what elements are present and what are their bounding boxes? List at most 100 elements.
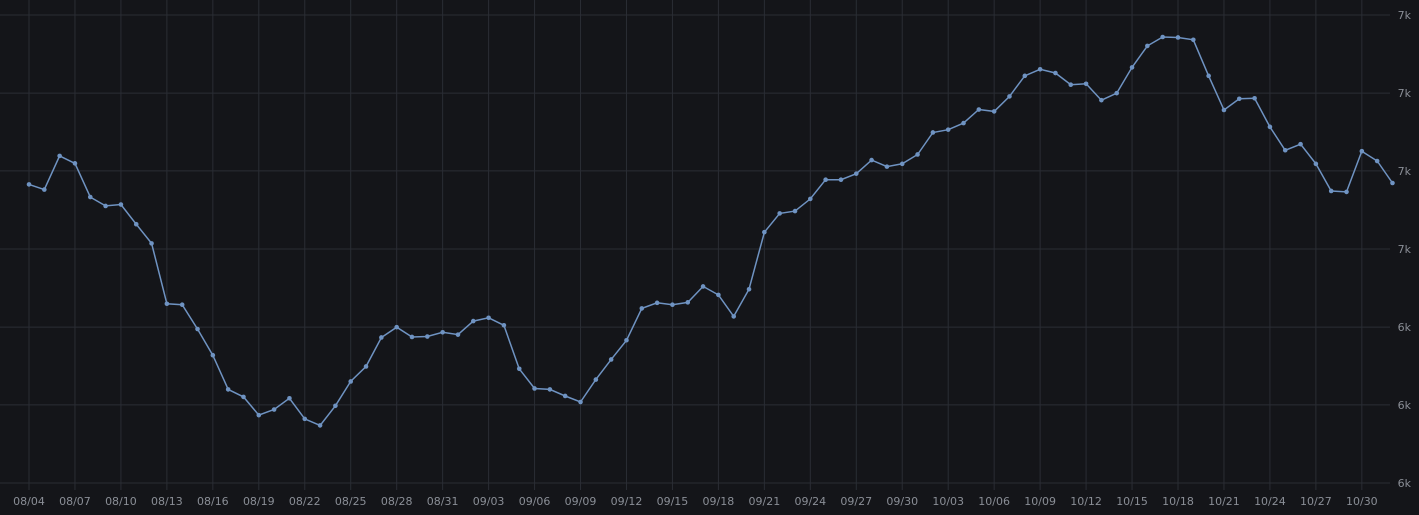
data-point: [869, 157, 874, 163]
data-point: [1053, 70, 1058, 76]
data-point: [1236, 96, 1242, 102]
data-point: [179, 302, 185, 307]
x-tick-label: 08/22: [289, 495, 321, 508]
data-point: [470, 318, 476, 324]
data-point: [976, 107, 982, 112]
x-tick-label: 10/15: [1116, 495, 1148, 508]
y-axis-tick-labels: 7k 7k 7k 7k 6k 6k 6k: [1398, 9, 1412, 490]
data-point: [409, 334, 415, 340]
data-point: [1160, 34, 1165, 40]
x-tick-label: 10/03: [932, 495, 964, 508]
data-point: [731, 314, 737, 319]
data-point: [808, 196, 813, 202]
y-tick-label: 7k: [1398, 243, 1412, 256]
data-point: [1313, 161, 1319, 167]
x-tick-label: 08/19: [243, 495, 275, 508]
data-point: [823, 177, 828, 183]
data-point: [455, 332, 461, 337]
data-point: [792, 208, 798, 214]
data-point: [578, 399, 583, 405]
data-point: [1282, 147, 1288, 153]
data-point: [991, 109, 997, 114]
data-point: [562, 393, 568, 399]
data-point: [1328, 188, 1334, 194]
data-point: [440, 330, 445, 335]
x-tick-label: 08/31: [427, 495, 459, 508]
data-point: [608, 357, 614, 362]
x-tick-label: 10/27: [1300, 495, 1332, 508]
x-tick-label: 09/18: [703, 495, 735, 508]
data-point: [1114, 90, 1120, 96]
horizontal-gridlines: [0, 14, 1390, 484]
data-point: [1129, 65, 1135, 70]
data-point: [87, 194, 93, 200]
x-tick-label: 09/24: [794, 495, 826, 508]
y-tick-label: 7k: [1398, 87, 1412, 100]
data-point: [516, 366, 522, 372]
data-point: [1390, 180, 1395, 186]
data-point: [746, 286, 752, 292]
data-point: [777, 211, 782, 216]
data-point: [1206, 73, 1211, 79]
data-point: [1359, 148, 1365, 154]
data-point: [1022, 73, 1028, 79]
x-tick-label: 09/21: [749, 495, 781, 508]
x-tick-label: 10/30: [1346, 495, 1378, 508]
x-tick-label: 08/04: [13, 495, 45, 508]
x-tick-label: 08/07: [59, 495, 91, 508]
data-point: [685, 300, 691, 305]
data-point: [1221, 107, 1227, 113]
data-point: [348, 379, 354, 384]
series-layer: [28, 36, 1394, 427]
data-point: [716, 292, 721, 298]
data-point: [501, 322, 507, 328]
data-point: [670, 302, 675, 307]
x-tick-label: 09/09: [565, 495, 597, 508]
data-point: [945, 127, 951, 132]
x-tick-label: 10/12: [1070, 495, 1102, 508]
data-point: [624, 337, 629, 343]
data-point: [287, 395, 292, 401]
y-tick-label: 6k: [1398, 399, 1412, 412]
data-point: [547, 387, 553, 392]
data-point: [1007, 94, 1012, 99]
y-tick-label: 7k: [1398, 9, 1412, 22]
data-point: [363, 364, 369, 369]
data-point: [256, 412, 262, 418]
x-tick-label: 08/28: [381, 495, 413, 508]
data-point: [930, 130, 936, 135]
y-tick-label: 7k: [1398, 165, 1412, 178]
x-tick-label: 09/06: [519, 495, 551, 508]
data-point: [1145, 43, 1150, 49]
data-point: [1068, 82, 1074, 88]
data-point: [639, 306, 645, 311]
data-point: [899, 161, 905, 167]
data-point: [853, 171, 859, 176]
points-layer: [26, 34, 1395, 428]
y-tick-label: 6k: [1398, 321, 1412, 334]
data-point: [42, 187, 47, 192]
data-point: [379, 335, 384, 340]
x-tick-label: 10/09: [1024, 495, 1056, 508]
data-point: [915, 152, 920, 157]
data-point: [317, 423, 323, 428]
y-tick-label: 6k: [1398, 477, 1412, 490]
x-tick-label: 08/25: [335, 495, 367, 508]
x-tick-label: 10/06: [978, 495, 1010, 508]
x-tick-label: 09/12: [611, 495, 643, 508]
data-point: [72, 161, 78, 166]
x-axis-tick-labels: 08/04 08/07 08/10 08/13 08/16 08/19 08/22 08/25…: [13, 495, 1378, 508]
data-point: [1344, 189, 1349, 195]
data-point: [333, 403, 338, 409]
x-tick-label: 09/03: [473, 495, 505, 508]
data-point: [1191, 37, 1196, 43]
x-tick-label: 09/15: [657, 495, 689, 508]
data-point: [225, 387, 231, 392]
data-point: [164, 301, 170, 307]
x-tick-label: 10/21: [1208, 495, 1240, 508]
data-point: [884, 164, 890, 169]
data-point: [149, 241, 154, 246]
data-point: [103, 203, 108, 209]
